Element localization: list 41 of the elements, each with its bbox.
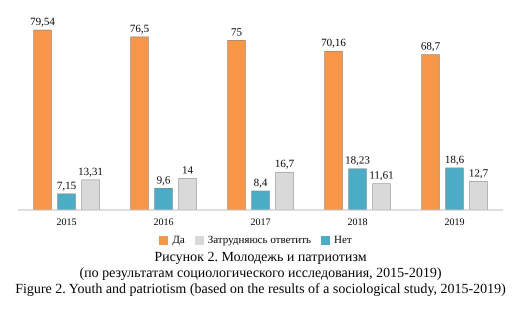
caption: Figure 2. Youth and patriotism (based on the results of a sociological study, 2015-2019) bbox=[14, 282, 507, 298]
bar bbox=[33, 30, 52, 210]
bar bbox=[154, 188, 173, 210]
data-label: 16,7 bbox=[274, 158, 295, 170]
data-label: 8,4 bbox=[254, 176, 268, 189]
x-tick-label: 2015 bbox=[56, 217, 76, 228]
bar bbox=[324, 50, 343, 210]
data-label: 70,16 bbox=[321, 37, 346, 50]
x-tick-label: 2018 bbox=[348, 217, 368, 228]
data-label: 18,6 bbox=[444, 154, 465, 166]
text: Рисунок 2. Молодежь и патриотизм bbox=[153, 250, 368, 266]
data-label: 14 bbox=[182, 164, 194, 176]
legend-label: Затрудняюсь ответить bbox=[208, 234, 312, 246]
bar bbox=[130, 36, 149, 210]
data-label: 12,7 bbox=[468, 167, 489, 180]
data-label: 11,61 bbox=[369, 170, 394, 182]
bar bbox=[469, 181, 488, 210]
data-label: 18,23 bbox=[345, 154, 370, 167]
data-label: 75 bbox=[231, 26, 243, 38]
legend-label: Да bbox=[172, 234, 185, 246]
data-label: 13,31 bbox=[78, 166, 103, 178]
data-label: 9,6 bbox=[156, 174, 171, 186]
text: (по результатам социологического исследования, 2015-2019) bbox=[78, 266, 442, 282]
data-label: 68,7 bbox=[420, 40, 441, 53]
bar bbox=[227, 40, 246, 210]
x-tick-label: 2017 bbox=[250, 217, 270, 228]
data-label: 7,15 bbox=[56, 180, 77, 192]
bar bbox=[445, 168, 464, 210]
bar bbox=[372, 183, 391, 210]
data-label: 79,54 bbox=[30, 16, 56, 28]
data-label: 76,5 bbox=[130, 22, 150, 35]
bar bbox=[275, 172, 294, 210]
x-tick-label: 2019 bbox=[444, 217, 464, 228]
bar bbox=[178, 178, 197, 210]
x-tick-label: 2016 bbox=[154, 217, 174, 228]
bar bbox=[57, 194, 76, 210]
bar bbox=[81, 180, 100, 210]
bar bbox=[348, 168, 367, 210]
bar bbox=[251, 190, 270, 210]
legend-label: Нет bbox=[334, 234, 352, 246]
bar bbox=[421, 54, 440, 210]
